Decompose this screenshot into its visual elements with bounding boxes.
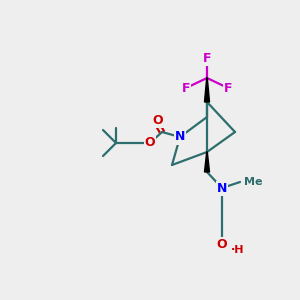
Text: N: N bbox=[175, 130, 185, 143]
Text: Me: Me bbox=[244, 177, 262, 187]
Polygon shape bbox=[205, 152, 209, 172]
Text: F: F bbox=[224, 82, 232, 94]
Text: O: O bbox=[145, 136, 155, 149]
Text: O: O bbox=[217, 238, 227, 250]
Text: N: N bbox=[217, 182, 227, 194]
Polygon shape bbox=[205, 78, 209, 102]
Text: F: F bbox=[203, 52, 211, 64]
Text: F: F bbox=[182, 82, 190, 94]
Text: ·H: ·H bbox=[231, 245, 245, 255]
Text: O: O bbox=[153, 113, 163, 127]
